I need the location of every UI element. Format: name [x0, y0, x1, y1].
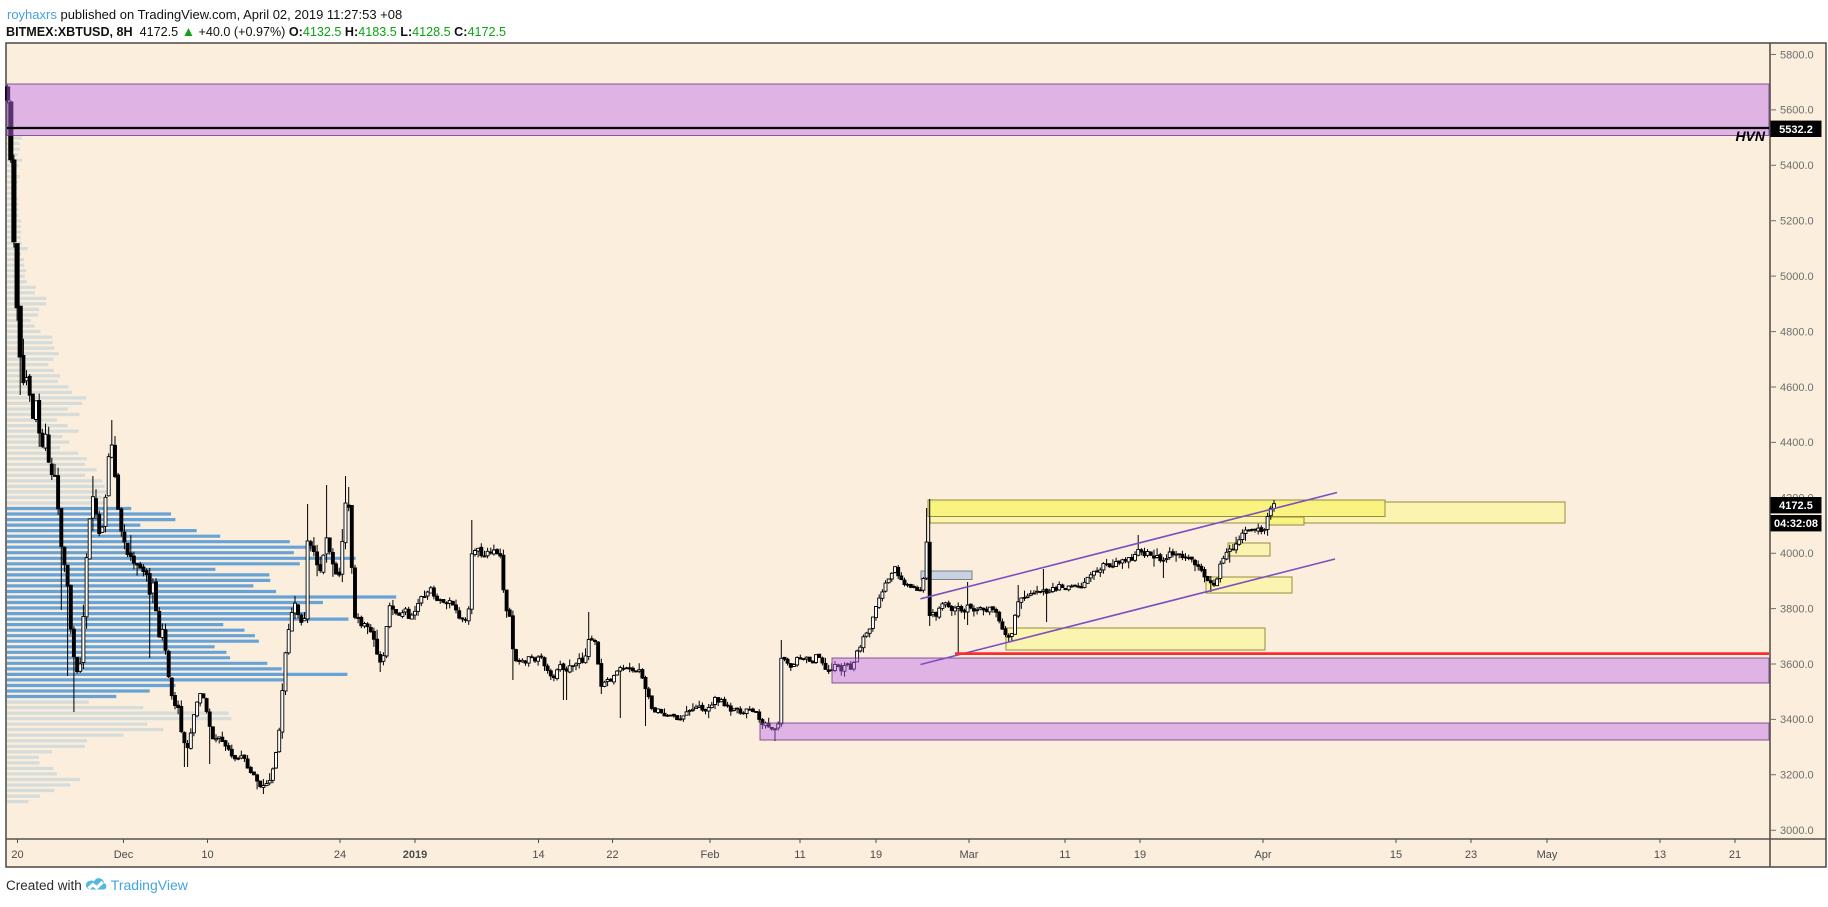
svg-text:14: 14: [532, 849, 544, 861]
svg-text:Dec: Dec: [114, 849, 134, 861]
svg-text:5800.0: 5800.0: [1780, 49, 1814, 61]
svg-text:Apr: Apr: [1254, 849, 1271, 861]
svg-text:5532.2: 5532.2: [1779, 124, 1813, 136]
svg-text:HVN: HVN: [1735, 128, 1765, 144]
svg-text:4600.0: 4600.0: [1780, 382, 1814, 394]
svg-text:11: 11: [794, 849, 805, 861]
svg-text:3200.0: 3200.0: [1780, 770, 1814, 782]
svg-text:Feb: Feb: [701, 849, 720, 861]
svg-text:5200.0: 5200.0: [1780, 216, 1814, 228]
svg-text:13: 13: [1654, 849, 1666, 861]
svg-text:23: 23: [1465, 849, 1477, 861]
svg-text:04:32:08: 04:32:08: [1774, 518, 1818, 530]
svg-text:19: 19: [870, 849, 882, 861]
svg-text:4800.0: 4800.0: [1780, 326, 1814, 338]
svg-text:3400.0: 3400.0: [1780, 714, 1814, 726]
svg-text:20: 20: [11, 849, 23, 861]
svg-text:2019: 2019: [403, 849, 427, 861]
svg-text:11: 11: [1059, 849, 1070, 861]
svg-text:4000.0: 4000.0: [1780, 548, 1814, 560]
svg-text:May: May: [1537, 849, 1558, 861]
svg-text:19: 19: [1134, 849, 1146, 861]
svg-text:15: 15: [1390, 849, 1402, 861]
svg-text:Mar: Mar: [960, 849, 979, 861]
svg-text:5000.0: 5000.0: [1780, 271, 1814, 283]
svg-text:5600.0: 5600.0: [1780, 105, 1814, 117]
svg-text:22: 22: [606, 849, 618, 861]
svg-text:5400.0: 5400.0: [1780, 160, 1814, 172]
svg-text:3800.0: 3800.0: [1780, 603, 1814, 615]
svg-text:10: 10: [201, 849, 213, 861]
svg-text:4400.0: 4400.0: [1780, 437, 1814, 449]
svg-text:21: 21: [1729, 849, 1741, 861]
svg-text:3600.0: 3600.0: [1780, 659, 1814, 671]
svg-text:3000.0: 3000.0: [1780, 825, 1814, 837]
svg-text:4172.5: 4172.5: [1779, 500, 1813, 512]
svg-text:24: 24: [334, 849, 346, 861]
